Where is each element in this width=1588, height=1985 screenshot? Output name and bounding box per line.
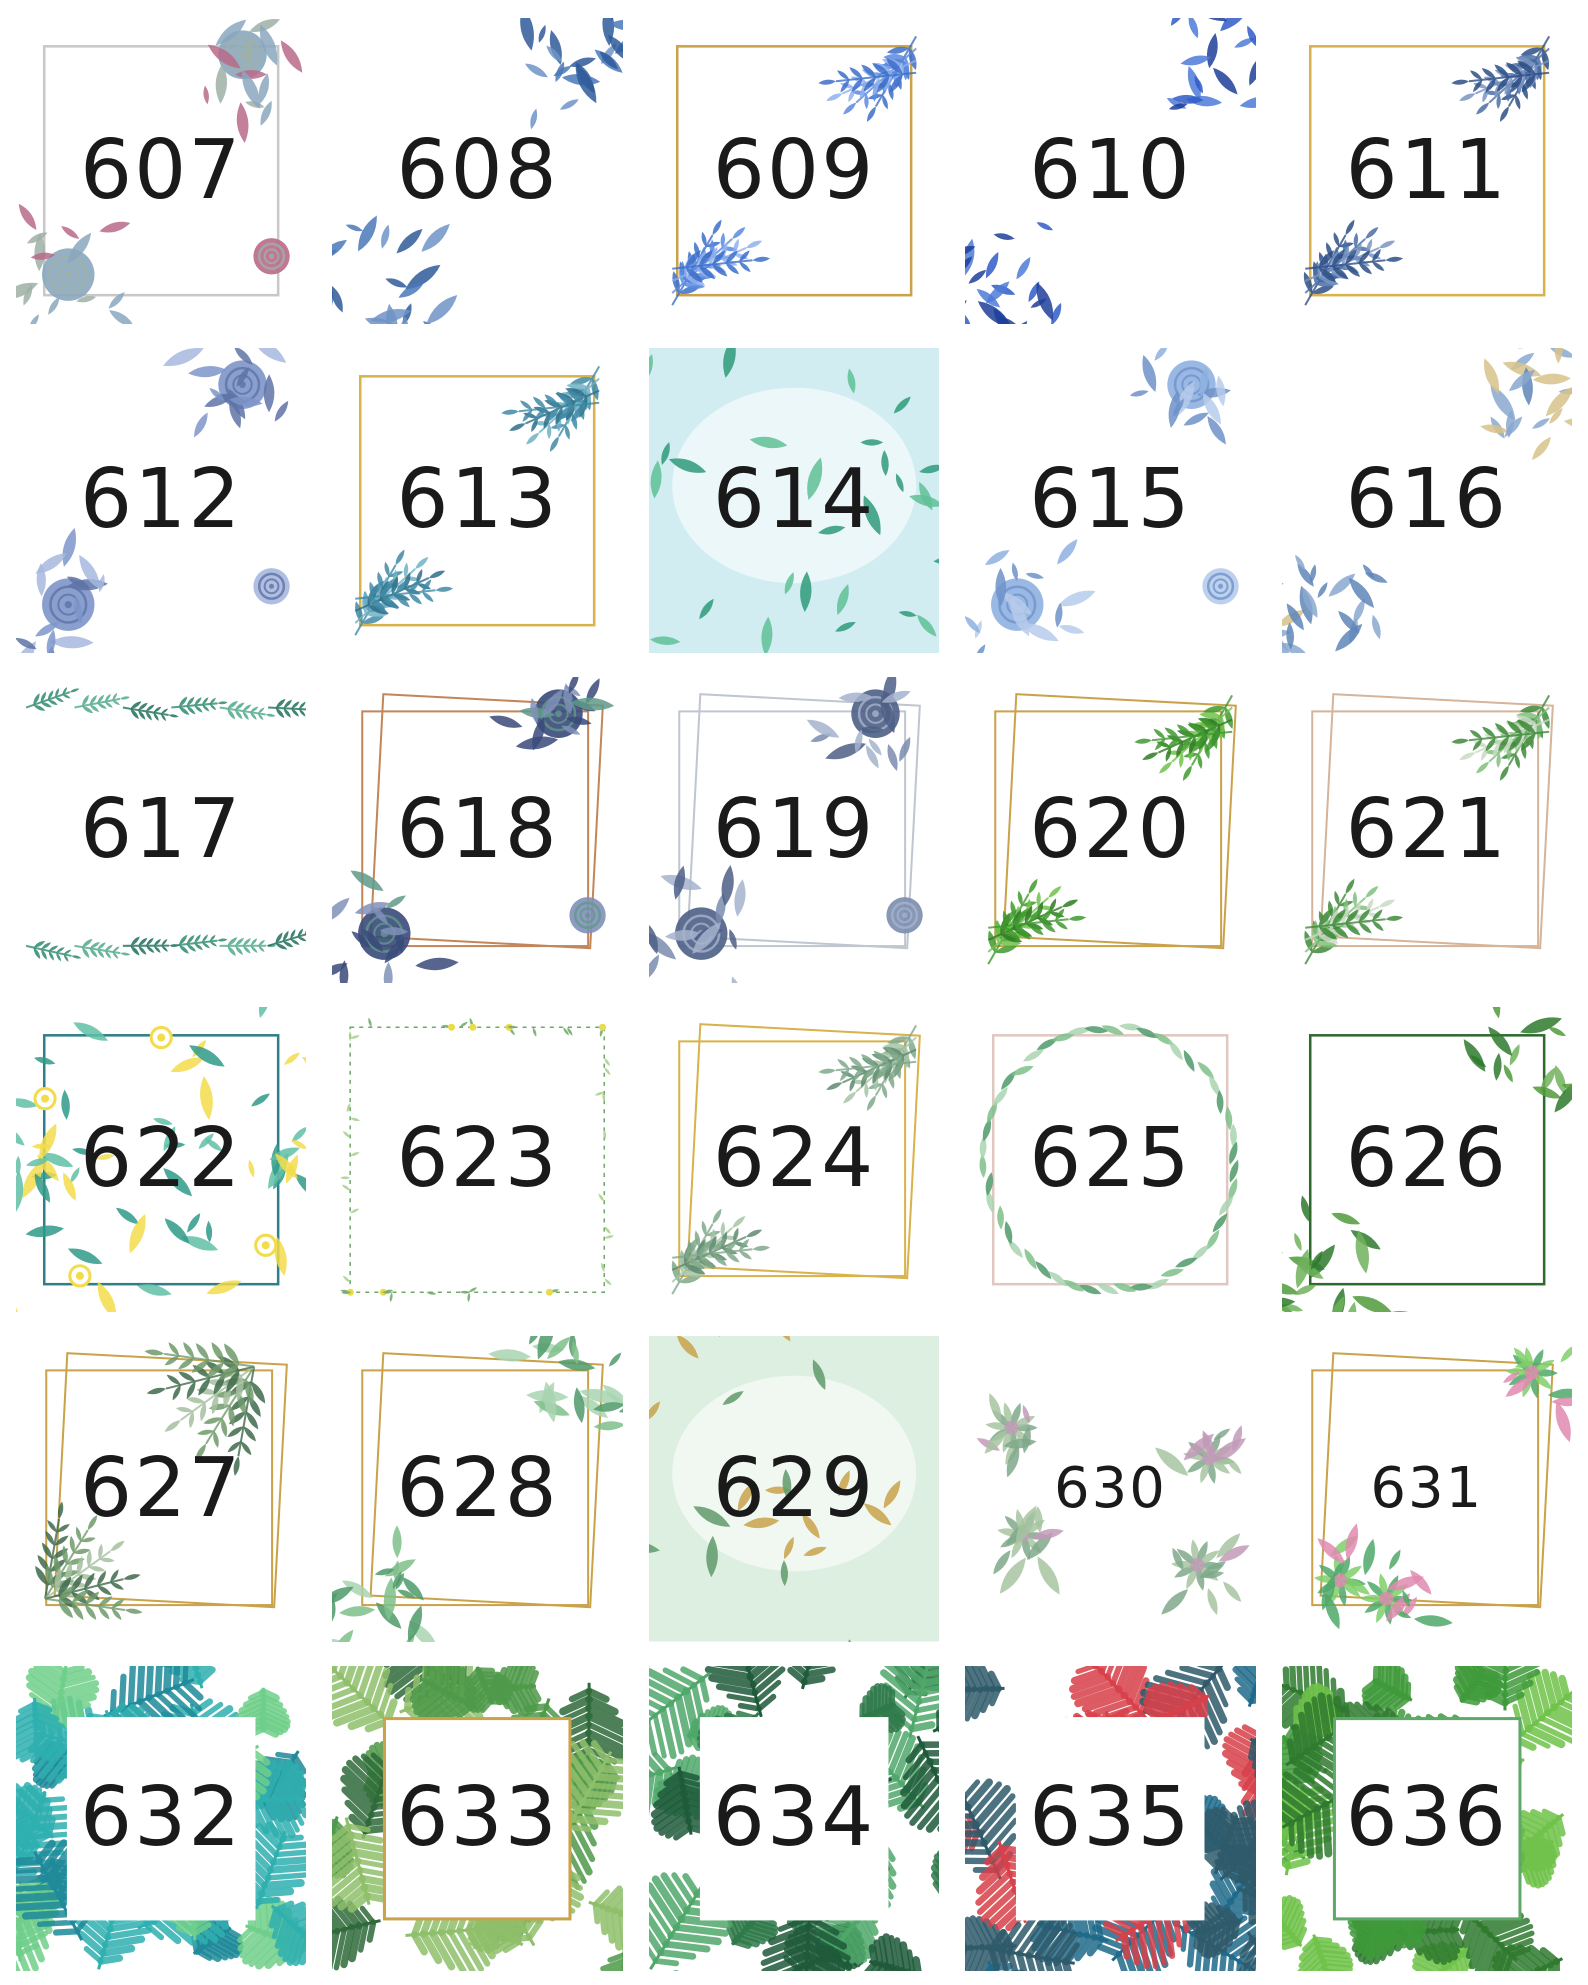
frame-design-623[interactable]: 623 <box>332 1006 623 1312</box>
frame-design-616[interactable]: 616 <box>1281 347 1572 653</box>
floral-frame-artwork <box>340 1016 615 1302</box>
floral-frame-artwork <box>332 1336 623 1642</box>
frame-design-619[interactable]: 619 <box>648 677 940 983</box>
floral-frame-artwork <box>16 19 303 324</box>
frame-design-627[interactable]: 627 <box>16 1336 307 1642</box>
floral-frame-artwork <box>648 1665 940 1971</box>
floral-frame-artwork <box>1303 693 1554 965</box>
floral-frame-artwork <box>965 18 1256 324</box>
floral-frame-artwork <box>332 677 615 983</box>
frame-design-634[interactable]: 634 <box>648 1665 940 1971</box>
floral-frame-artwork <box>1281 347 1572 653</box>
floral-frame-artwork <box>354 365 601 636</box>
floral-frame-artwork <box>965 1665 1256 1971</box>
frame-design-624[interactable]: 624 <box>648 1006 940 1312</box>
frame-design-608[interactable]: 608 <box>332 18 623 324</box>
floral-frame-artwork <box>16 1665 307 1971</box>
frame-design-615[interactable]: 615 <box>965 347 1256 653</box>
frame-design-618[interactable]: 618 <box>332 677 623 983</box>
frame-design-628[interactable]: 628 <box>332 1336 623 1642</box>
floral-frame-artwork <box>1303 35 1550 306</box>
floral-frame-artwork <box>332 1665 623 1971</box>
frame-design-629[interactable]: 629 <box>648 1336 940 1642</box>
floral-frame-artwork <box>35 1341 288 1620</box>
frame-design-621[interactable]: 621 <box>1281 677 1572 983</box>
frame-design-630[interactable]: 630 <box>965 1336 1256 1642</box>
frame-design-613[interactable]: 613 <box>332 347 623 653</box>
floral-frame-artwork <box>16 347 290 653</box>
frame-design-617[interactable]: 617 <box>16 677 307 983</box>
floral-frame-artwork <box>1281 1006 1572 1312</box>
floral-frame-artwork <box>648 347 940 653</box>
floral-frame-artwork <box>648 1336 940 1642</box>
floral-frame-artwork <box>976 1393 1250 1615</box>
floral-frame-artwork <box>987 693 1238 965</box>
frame-design-609[interactable]: 609 <box>648 18 940 324</box>
frame-design-631[interactable]: 631 <box>1281 1336 1572 1642</box>
floral-frame-artwork <box>965 347 1239 653</box>
frame-design-633[interactable]: 633 <box>332 1665 623 1971</box>
floral-frame-artwork <box>332 18 623 324</box>
floral-frame-artwork <box>1310 1346 1572 1630</box>
frame-design-632[interactable]: 632 <box>16 1665 307 1971</box>
frame-design-610[interactable]: 610 <box>965 18 1256 324</box>
frame-design-612[interactable]: 612 <box>16 347 307 653</box>
frame-design-636[interactable]: 636 <box>1281 1665 1572 1971</box>
floral-frame-artwork <box>25 686 307 962</box>
floral-frame-artwork <box>671 1022 921 1295</box>
floral-frame-artwork <box>979 1022 1239 1294</box>
frame-design-622[interactable]: 622 <box>16 1006 307 1312</box>
frame-design-635[interactable]: 635 <box>965 1665 1256 1971</box>
floral-frame-artwork <box>1281 1665 1572 1971</box>
frame-design-611[interactable]: 611 <box>1281 18 1572 324</box>
floral-frame-artwork <box>648 677 923 983</box>
frame-design-625[interactable]: 625 <box>965 1006 1256 1312</box>
floral-frame-artwork <box>671 35 917 306</box>
frame-design-607[interactable]: 607 <box>16 18 307 324</box>
floral-frame-artwork <box>16 1006 307 1312</box>
frame-design-614[interactable]: 614 <box>648 347 940 653</box>
frame-design-620[interactable]: 620 <box>965 677 1256 983</box>
frame-design-626[interactable]: 626 <box>1281 1006 1572 1312</box>
